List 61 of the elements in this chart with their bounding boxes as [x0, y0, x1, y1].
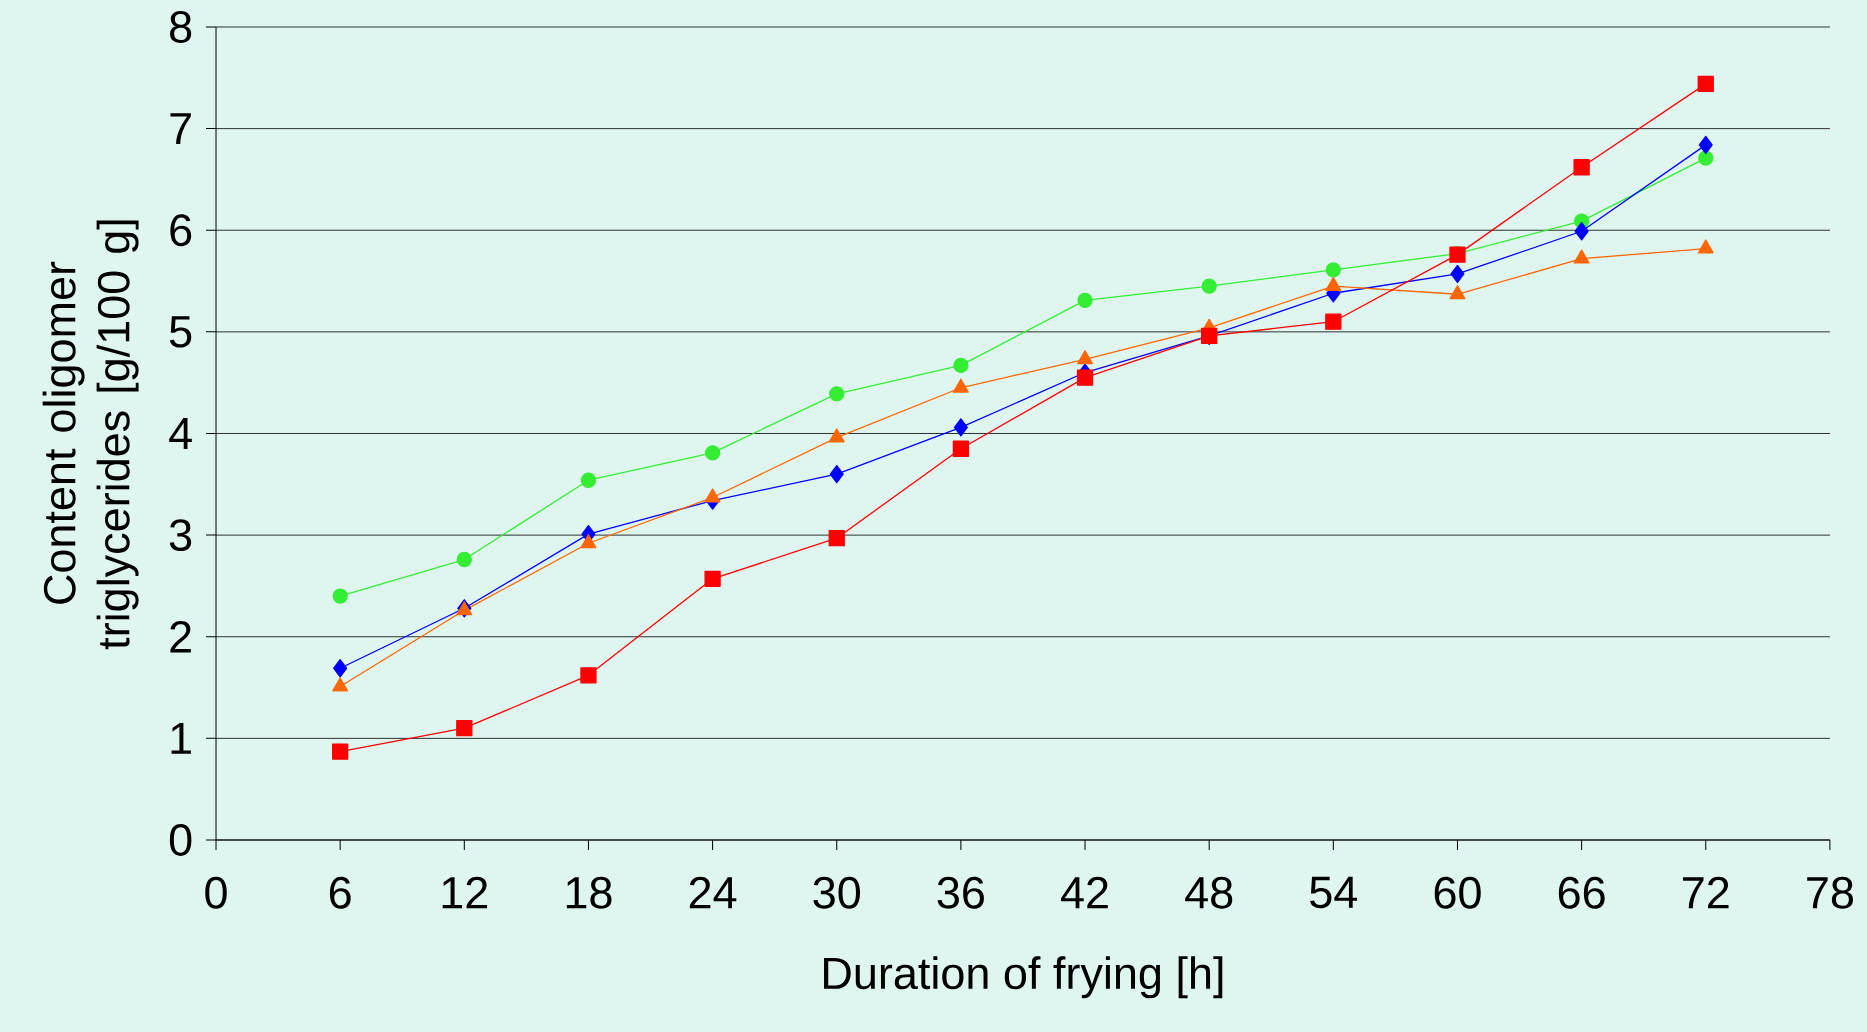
x-tick-label: 36: [937, 876, 984, 909]
x-tick-label: 6: [329, 876, 351, 909]
point: [332, 677, 349, 692]
point: [952, 440, 970, 457]
x-tick-label: 12: [442, 876, 488, 909]
point: [953, 357, 969, 374]
x-tick-label: 30: [813, 876, 861, 909]
point: [580, 472, 597, 488]
x-tick-label: 72: [1683, 876, 1729, 909]
y-tick-label: 8: [170, 11, 192, 43]
point: [1450, 264, 1465, 284]
point: [1325, 276, 1342, 292]
x-tick-label: 42: [1061, 876, 1108, 909]
x-tick-label: 18: [566, 876, 612, 909]
point: [1076, 369, 1094, 386]
x-tick-label: 78: [1807, 876, 1853, 909]
point: [1573, 249, 1590, 264]
x-tick-label: 54: [1310, 876, 1358, 909]
point: [456, 551, 472, 568]
point: [1698, 150, 1714, 166]
point: [1201, 278, 1217, 294]
point: [704, 488, 721, 503]
y-tick-label: 1: [171, 722, 191, 754]
y-tick-label: 0: [169, 824, 192, 856]
point: [456, 720, 473, 737]
x-tick-label: 24: [689, 876, 737, 909]
point: [332, 743, 349, 760]
point: [1077, 292, 1093, 309]
point: [953, 418, 968, 437]
x-tick-label: 0: [205, 876, 227, 909]
point: [704, 445, 721, 461]
x-tick-label: 48: [1185, 876, 1233, 909]
y-axis-title: Content oligomer triglycerides [g/100 g]: [42, 220, 139, 650]
point: [1077, 350, 1094, 365]
y-tick-label: 2: [170, 621, 191, 653]
point: [828, 428, 845, 443]
point: [829, 386, 845, 402]
point: [952, 378, 969, 393]
y-tick-label: 7: [170, 113, 191, 145]
point: [1325, 262, 1341, 278]
point: [580, 667, 597, 684]
point: [1325, 313, 1342, 330]
point: [332, 588, 348, 604]
point: [1698, 135, 1713, 155]
point: [1697, 75, 1714, 93]
y-tick-label: 4: [169, 418, 192, 449]
point: [333, 659, 348, 678]
x-tick-label: 60: [1434, 876, 1481, 909]
y-tick-label: 6: [170, 214, 192, 247]
y-tick-label: 5: [169, 316, 192, 348]
point: [828, 530, 845, 547]
x-axis-title: Duration of frying [h]: [824, 956, 1223, 999]
point: [1574, 222, 1589, 241]
point: [1449, 285, 1466, 300]
x-tick-label: 66: [1558, 876, 1605, 909]
point: [580, 534, 597, 549]
point: [1697, 239, 1714, 254]
y-tick-label: 3: [169, 519, 192, 552]
point: [1573, 159, 1590, 176]
point: [829, 464, 844, 484]
point: [704, 570, 721, 587]
